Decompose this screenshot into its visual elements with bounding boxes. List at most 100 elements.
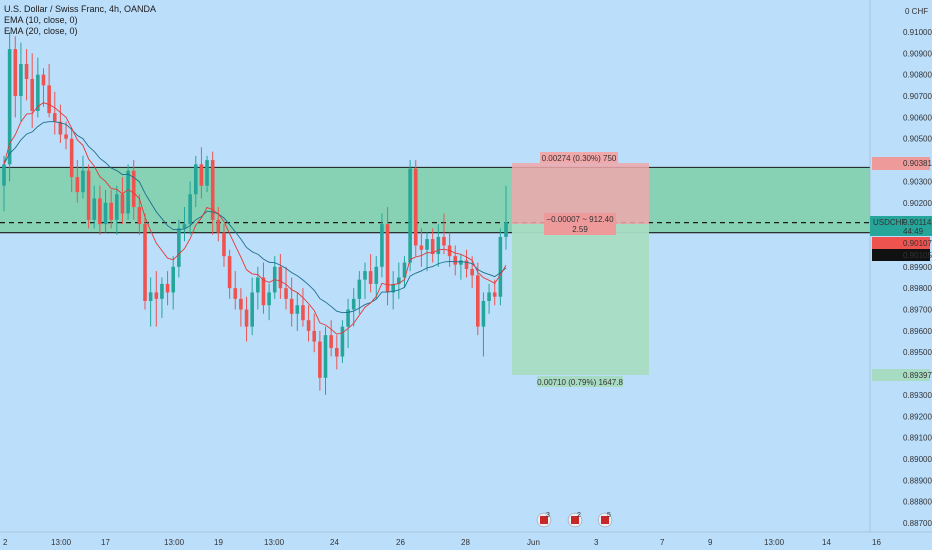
price-tick-label: 0.89900 xyxy=(903,263,932,272)
candle-up xyxy=(374,266,379,284)
candle-up xyxy=(357,279,362,299)
candle-down xyxy=(98,198,102,225)
candle-up xyxy=(193,164,198,195)
time-tick-label: 3 xyxy=(594,538,599,547)
candle-up xyxy=(115,194,119,220)
candle-down xyxy=(64,134,68,139)
candle-down xyxy=(109,202,113,220)
current-price-tag xyxy=(870,216,932,236)
candle-down xyxy=(453,256,458,265)
price-tick-label: 0.89600 xyxy=(903,327,932,336)
price-tags: 0.90381 USDCHF 0.90114 44:49 0.90107 0.9… xyxy=(870,157,932,381)
candle-down xyxy=(154,292,159,299)
time-axis[interactable]: 2 13:00 17 13:00 19 13:00 24 26 28 Jun 3 7 9 13:00 14 1… xyxy=(0,531,932,547)
price-tick-label: 0.89300 xyxy=(903,391,932,400)
mid-label-1: −0.00007 ~ 912.40 xyxy=(546,215,614,224)
candle-up xyxy=(177,228,181,267)
candle-down xyxy=(430,239,435,255)
candle-up xyxy=(160,283,164,299)
candle-up xyxy=(380,224,384,267)
zone-top-tag xyxy=(872,157,930,170)
candle-down xyxy=(492,292,497,297)
economic-events[interactable]: 3 2 5 xyxy=(536,512,613,528)
candle-down xyxy=(143,224,147,301)
time-tick-label: 2 xyxy=(3,538,8,547)
price-axis[interactable]: 0 CHF 0.91000 0.90900 0.90800 0.90700 0.9060… xyxy=(869,0,932,532)
candle-down xyxy=(227,256,232,289)
candle-up xyxy=(295,305,300,314)
candle-down xyxy=(24,64,29,79)
candle-up xyxy=(498,236,503,297)
candle-up xyxy=(267,292,271,306)
candle-down xyxy=(385,224,390,293)
zone-top-tag-label: 0.90381 xyxy=(903,159,932,168)
candle-down xyxy=(244,309,249,327)
candle-up xyxy=(391,283,395,293)
candle-down xyxy=(318,341,322,378)
candle-up xyxy=(171,266,176,293)
candle-up xyxy=(7,49,12,165)
dark-price-tag xyxy=(872,249,930,261)
candle-down xyxy=(306,320,311,331)
candle-up xyxy=(481,300,486,327)
time-tick-label: 19 xyxy=(214,538,223,547)
candle-down xyxy=(216,219,221,233)
candle-up xyxy=(346,309,350,327)
candle-up xyxy=(363,271,367,280)
time-tick-label: 7 xyxy=(660,538,665,547)
risk-label: 0.00274 (0.30%) 750 xyxy=(542,154,617,163)
candle-up xyxy=(487,292,491,301)
candle-down xyxy=(239,298,243,310)
candle-down xyxy=(222,232,226,257)
candle-down xyxy=(289,298,294,314)
candle-down xyxy=(75,177,80,193)
candle-up xyxy=(425,239,429,250)
candle-up xyxy=(126,170,130,214)
event-count-label: 5 xyxy=(607,512,611,519)
time-tick-label: 28 xyxy=(461,538,470,547)
time-tick-label: 24 xyxy=(330,538,339,547)
price-tick-label: 0.90300 xyxy=(903,177,932,186)
price-tick-label: 0.88900 xyxy=(903,476,932,485)
ema-20-legend: EMA (20, close, 0) xyxy=(4,26,78,36)
candle-up xyxy=(205,160,209,186)
candle-up xyxy=(351,298,356,310)
candle-down xyxy=(120,194,125,214)
candles-group xyxy=(2,32,508,395)
us-flag-icon xyxy=(601,516,609,524)
time-tick-label: 9 xyxy=(708,538,713,547)
candle-down xyxy=(30,78,35,111)
candle-down xyxy=(278,266,283,289)
candle-down xyxy=(131,170,136,208)
candle-down xyxy=(464,260,469,269)
price-tick-label: 0.90800 xyxy=(903,71,932,80)
candle-up xyxy=(402,262,407,278)
candle-up xyxy=(148,292,153,301)
candle-down xyxy=(419,245,424,250)
candle-up xyxy=(103,202,108,225)
candle-down xyxy=(47,85,51,114)
ema-20-line xyxy=(3,121,507,314)
currency-label: 0 CHF xyxy=(905,7,928,16)
candle-up xyxy=(92,198,97,220)
candle-up xyxy=(36,74,40,111)
price-tick-label: 0.89500 xyxy=(903,348,932,357)
position-profit-area[interactable] xyxy=(512,224,649,375)
event-count-label: 2 xyxy=(577,512,581,519)
time-tick-label: 26 xyxy=(396,538,405,547)
price-tick-label: 0.88700 xyxy=(903,519,932,528)
price-tick-label: 0.90600 xyxy=(903,113,932,122)
ema-10-legend: EMA (10, close, 0) xyxy=(4,15,78,25)
price-tick-label: 0.90900 xyxy=(903,49,932,58)
price-tick-label: 0.89100 xyxy=(903,434,932,443)
current-price-label: 0.90114 xyxy=(903,218,932,227)
candle-down xyxy=(334,347,339,357)
candle-up xyxy=(81,170,85,193)
candle-up xyxy=(19,64,23,97)
time-tick-label: 13:00 xyxy=(51,538,72,547)
symbol-title: U.S. Dollar / Swiss Franc, 4h, OANDA xyxy=(4,4,157,14)
us-flag-icon xyxy=(540,516,548,524)
candle-up xyxy=(188,194,192,225)
dark-price-label: 0.90105 xyxy=(903,251,932,260)
